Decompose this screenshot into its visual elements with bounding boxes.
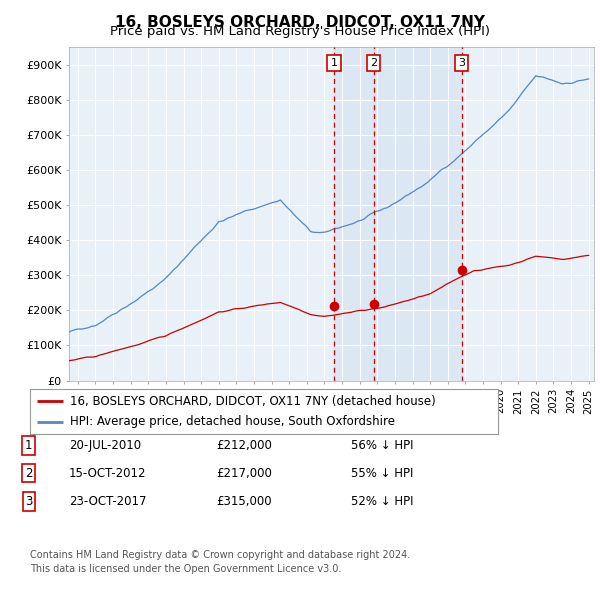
Text: £212,000: £212,000 bbox=[216, 439, 272, 452]
Text: 52% ↓ HPI: 52% ↓ HPI bbox=[351, 495, 413, 508]
Text: 56% ↓ HPI: 56% ↓ HPI bbox=[351, 439, 413, 452]
Text: £217,000: £217,000 bbox=[216, 467, 272, 480]
Text: 3: 3 bbox=[25, 495, 32, 508]
Bar bbox=[374, 47, 462, 381]
Text: 15-OCT-2012: 15-OCT-2012 bbox=[69, 467, 146, 480]
Text: 2: 2 bbox=[25, 467, 32, 480]
Text: 16, BOSLEYS ORCHARD, DIDCOT, OX11 7NY (detached house): 16, BOSLEYS ORCHARD, DIDCOT, OX11 7NY (d… bbox=[70, 395, 436, 408]
Text: 1: 1 bbox=[25, 439, 32, 452]
Text: 55% ↓ HPI: 55% ↓ HPI bbox=[351, 467, 413, 480]
Text: 20-JUL-2010: 20-JUL-2010 bbox=[69, 439, 141, 452]
Text: HPI: Average price, detached house, South Oxfordshire: HPI: Average price, detached house, Sout… bbox=[70, 415, 395, 428]
Bar bbox=[334, 47, 374, 381]
Text: 23-OCT-2017: 23-OCT-2017 bbox=[69, 495, 146, 508]
Text: Contains HM Land Registry data © Crown copyright and database right 2024.
This d: Contains HM Land Registry data © Crown c… bbox=[30, 550, 410, 574]
Text: 1: 1 bbox=[331, 58, 337, 68]
Text: Price paid vs. HM Land Registry's House Price Index (HPI): Price paid vs. HM Land Registry's House … bbox=[110, 25, 490, 38]
Text: 3: 3 bbox=[458, 58, 466, 68]
Text: £315,000: £315,000 bbox=[216, 495, 272, 508]
Text: 16, BOSLEYS ORCHARD, DIDCOT, OX11 7NY: 16, BOSLEYS ORCHARD, DIDCOT, OX11 7NY bbox=[115, 15, 485, 30]
Text: 2: 2 bbox=[370, 58, 377, 68]
